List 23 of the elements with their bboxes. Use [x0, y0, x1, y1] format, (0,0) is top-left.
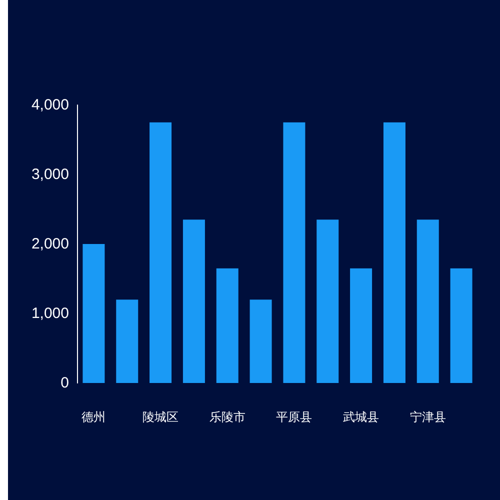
x-tick-label: 德州 — [82, 410, 106, 424]
x-tick-label: 武城县 — [343, 410, 380, 424]
x-tick-label: 乐陵市 — [209, 410, 246, 424]
y-tick-label: 0 — [60, 374, 69, 392]
bar — [116, 300, 138, 383]
x-tick-label: 平原县 — [276, 410, 312, 424]
bar — [383, 122, 406, 383]
bar — [450, 268, 472, 383]
bar — [316, 220, 339, 383]
bar — [283, 122, 306, 383]
bar — [416, 220, 439, 383]
bar — [150, 122, 172, 383]
bar — [216, 268, 238, 383]
y-tick-label: 3,000 — [31, 166, 69, 183]
bar — [350, 268, 372, 383]
y-tick-label: 4,000 — [31, 96, 69, 114]
bar — [250, 300, 272, 383]
x-tick-label: 宁津县 — [410, 410, 446, 424]
y-tick-label: 1,000 — [31, 305, 69, 322]
y-tick-label: 2,000 — [31, 236, 69, 252]
bar — [82, 244, 105, 383]
bar — [182, 220, 205, 383]
x-tick-label: 陵城区 — [142, 410, 179, 424]
